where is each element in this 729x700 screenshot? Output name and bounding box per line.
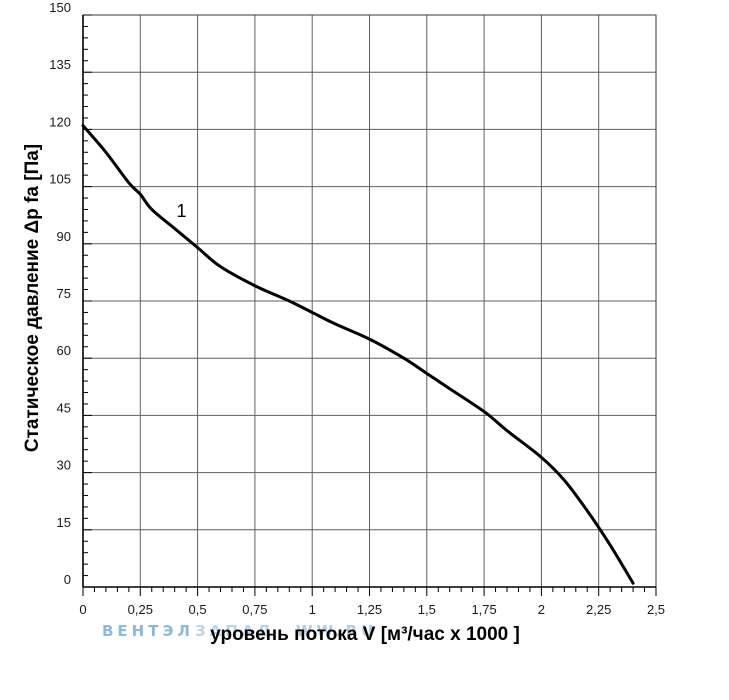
x-tick-label: 2: [538, 602, 545, 617]
series-label-1: 1: [177, 201, 187, 221]
y-tick-label: 45: [57, 400, 71, 415]
watermark-right: WW.RU: [296, 622, 377, 640]
y-tick-label: 0: [64, 572, 71, 587]
y-tick-label: 135: [49, 57, 71, 72]
y-tick-label: 75: [57, 286, 71, 301]
watermark: ВЕНТЭЛ ЗАПАД WW.RU: [102, 622, 377, 640]
x-tick-label: 1: [309, 602, 316, 617]
y-tick-label: 60: [57, 343, 71, 358]
grid: [82, 14, 657, 588]
x-tick-label: 0,75: [242, 602, 267, 617]
y-tick-label: 15: [57, 515, 71, 530]
y-axis-title: Статическое давление Δp fa [Па]: [22, 144, 43, 452]
series-line-1: [81, 124, 635, 585]
x-tick-label: 1,75: [471, 602, 496, 617]
series-group: 1: [81, 124, 635, 585]
y-tick-label: 120: [49, 114, 71, 129]
x-tick-labels: 0 0,25 0,5 0,75 1 1,25 1,5 1,75 2 2,25 2,5: [79, 602, 665, 617]
x-tick-label: 0,25: [128, 602, 153, 617]
y-tick-label: 105: [49, 172, 71, 187]
x-tick-label: 1,5: [418, 602, 436, 617]
y-tick-labels: 0 15 30 45 60 75 90 105 120 135 150: [49, 0, 71, 587]
x-tick-label: 2,5: [647, 602, 665, 617]
watermark-left: ВЕНТЭЛ: [102, 622, 194, 640]
y-tick-label: 90: [57, 229, 71, 244]
x-tick-label: 0,5: [189, 602, 207, 617]
minor-ticks: [82, 14, 657, 596]
x-tick-label: 0: [79, 602, 86, 617]
x-axis-title: уровень потока V [м³/час x 1000 ]: [210, 624, 520, 645]
y-tick-label: 150: [49, 0, 71, 15]
x-tick-label: 1,25: [357, 602, 382, 617]
y-tick-label: 30: [57, 458, 71, 473]
watermark-middle: ЗАПАД: [195, 622, 275, 640]
x-tick-label: 2,25: [586, 602, 611, 617]
